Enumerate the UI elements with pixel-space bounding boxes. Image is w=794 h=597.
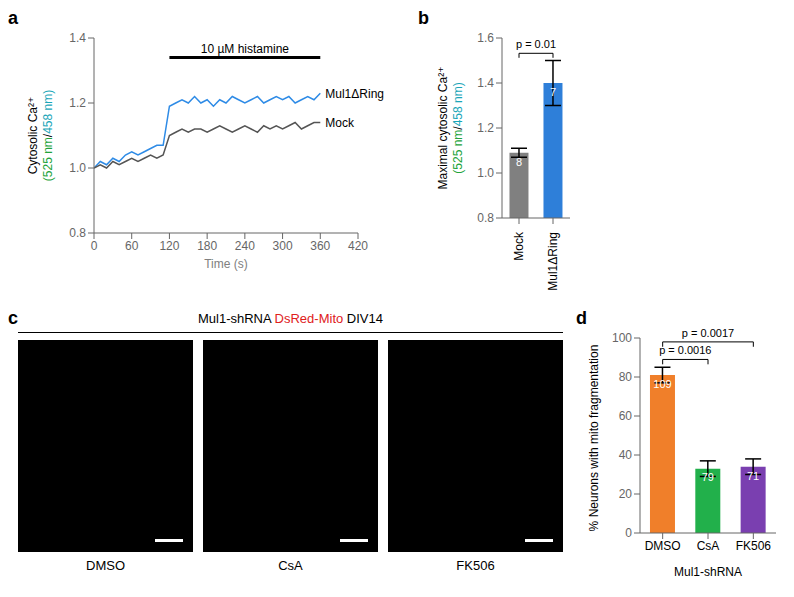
- svg-text:Mock: Mock: [325, 116, 355, 130]
- svg-text:100: 100: [612, 331, 632, 345]
- svg-text:79: 79: [702, 471, 714, 483]
- svg-text:240: 240: [235, 239, 255, 253]
- svg-text:120: 120: [159, 239, 179, 253]
- svg-text:1.0: 1.0: [69, 161, 86, 175]
- svg-text:0: 0: [625, 526, 632, 540]
- html-text:c: c: [8, 308, 18, 328]
- svg-text:p = 0.0016: p = 0.0016: [659, 344, 711, 356]
- svg-text:1.6: 1.6: [477, 31, 494, 45]
- html-text:b: b: [418, 8, 429, 28]
- svg-text:1.2: 1.2: [477, 121, 494, 135]
- svg-text:10 µM histamine: 10 µM histamine: [201, 42, 290, 56]
- svg-text:360: 360: [310, 239, 330, 253]
- svg-text:8: 8: [516, 156, 522, 168]
- svg-text:Mul1ΔRing: Mul1ΔRing: [325, 87, 384, 101]
- svg-text:60: 60: [125, 239, 139, 253]
- html-text:FK506: FK506: [456, 558, 495, 573]
- html-text:a: a: [8, 8, 18, 28]
- html-text:DMSO: DMSO: [86, 558, 125, 573]
- svg-text:420: 420: [348, 239, 368, 253]
- svg-text:Maximal cytosolic Ca²⁺(525 nm/: Maximal cytosolic Ca²⁺(525 nm/458 nm): [436, 66, 465, 189]
- svg-text:DMSO: DMSO: [645, 539, 681, 553]
- svg-text:300: 300: [273, 239, 293, 253]
- svg-text:Mul1-shRNA: Mul1-shRNA: [674, 565, 742, 579]
- svg-text:Mock: Mock: [512, 231, 526, 261]
- svg-text:FK506: FK506: [736, 539, 772, 553]
- svg-text:40: 40: [619, 448, 633, 462]
- svg-text:1.2: 1.2: [69, 96, 86, 110]
- svg-text:109: 109: [653, 378, 671, 390]
- svg-text:p = 0.01: p = 0.01: [516, 38, 556, 50]
- svg-text:Cytosolic Ca²⁺(525 nm/458 nm): Cytosolic Ca²⁺(525 nm/458 nm): [26, 90, 55, 181]
- svg-text:60: 60: [619, 409, 633, 423]
- svg-text:Time (s): Time (s): [204, 257, 248, 271]
- svg-text:80: 80: [619, 370, 633, 384]
- svg-text:p = 0.0017: p = 0.0017: [682, 327, 734, 339]
- svg-text:180: 180: [197, 239, 217, 253]
- html-text:d: d: [576, 308, 587, 328]
- svg-text:7: 7: [550, 86, 556, 98]
- svg-text:CsA: CsA: [697, 539, 720, 553]
- svg-text:71: 71: [747, 470, 759, 482]
- svg-text:% Neurons with mito fragmentat: % Neurons with mito fragmentation: [587, 345, 601, 532]
- svg-text:1.4: 1.4: [477, 76, 494, 90]
- svg-text:20: 20: [619, 487, 633, 501]
- svg-text:0: 0: [91, 239, 98, 253]
- svg-text:1.0: 1.0: [477, 166, 494, 180]
- html-text:CsA: CsA: [278, 558, 303, 573]
- html-text:Mul1-shRNA DsRed-Mito DIV14: Mul1-shRNA DsRed-Mito DIV14: [198, 311, 383, 326]
- svg-text:0.8: 0.8: [69, 226, 86, 240]
- svg-text:Mul1ΔRing: Mul1ΔRing: [546, 232, 560, 291]
- svg-text:0.8: 0.8: [477, 211, 494, 225]
- svg-text:1.4: 1.4: [69, 31, 86, 45]
